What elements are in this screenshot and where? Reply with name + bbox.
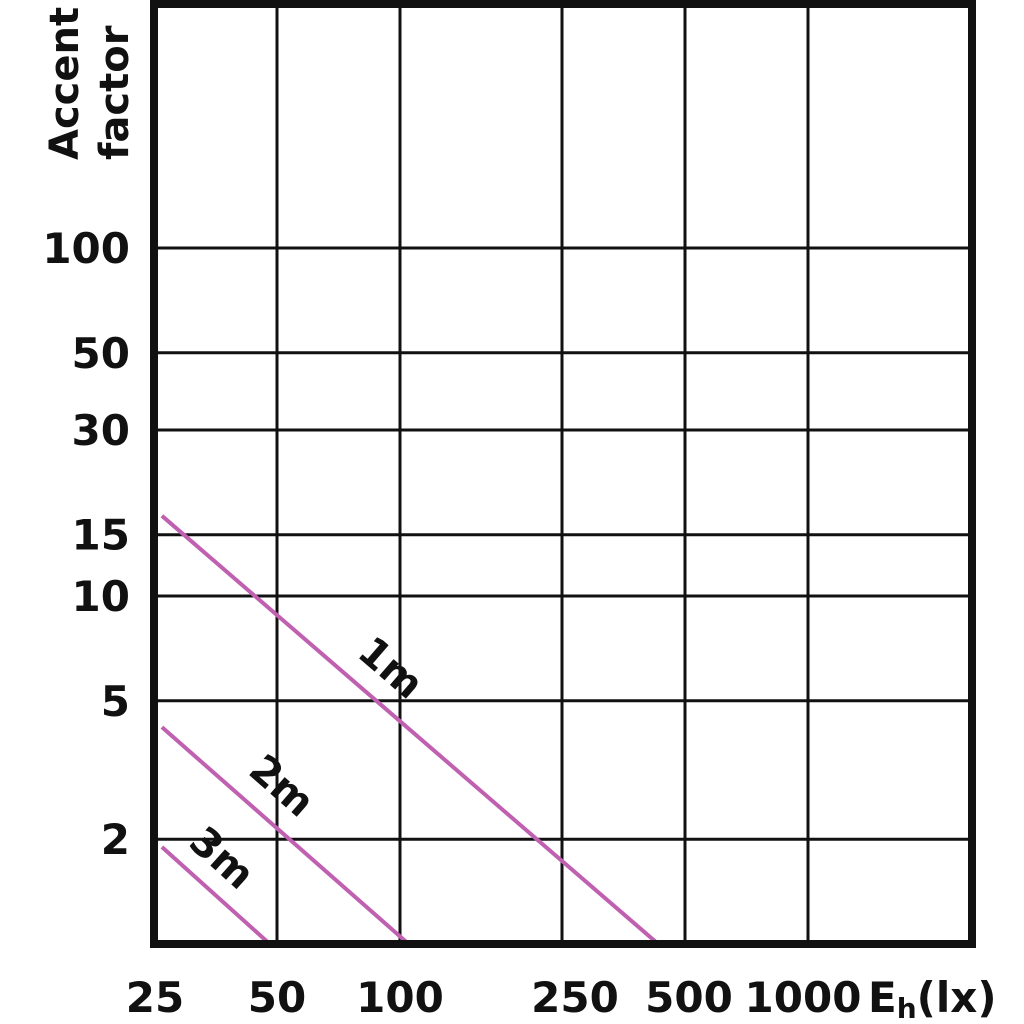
y-tick-label-2: 2 [101,815,130,864]
y-tick-label-10: 10 [72,572,130,621]
y-tick-label-15: 15 [72,511,130,560]
x-tick-label-100: 100 [356,973,444,1022]
y-tick-label-50: 50 [72,329,130,378]
y-axis-label-line1: Accent [42,7,88,160]
x-tick-label-250: 250 [531,973,619,1022]
x-tick-label-50: 50 [248,973,306,1022]
series-line-1m [160,514,660,946]
series-line-3m [160,845,272,946]
x-axis-label-unit: (lx) [917,973,997,1022]
series-lines [160,514,660,946]
curve-label-1m: 1m [349,628,432,708]
y-axis-label-line2: factor [92,25,138,160]
x-axis-label-main: E [868,973,897,1022]
curve-label-2m: 2m [240,746,323,826]
curve-label-3m: 3m [180,818,262,899]
series-line-2m [160,725,410,946]
x-tick-label-500: 500 [645,973,733,1022]
x-axis-label-sub: h [897,992,917,1024]
y-tick-label-5: 5 [101,677,130,726]
x-tick-label-1000: 1000 [745,973,862,1022]
plot-frame [150,0,976,948]
x-tick-label-25: 25 [126,973,184,1022]
y-tick-labels: 2 5 10 15 30 50 100 [42,224,130,864]
x-tick-labels: 25 50 100 250 500 1000 [126,973,862,1022]
y-tick-label-30: 30 [72,406,130,455]
x-axis-label: Eh(lx) [868,973,997,1024]
y-tick-label-100: 100 [42,224,130,273]
